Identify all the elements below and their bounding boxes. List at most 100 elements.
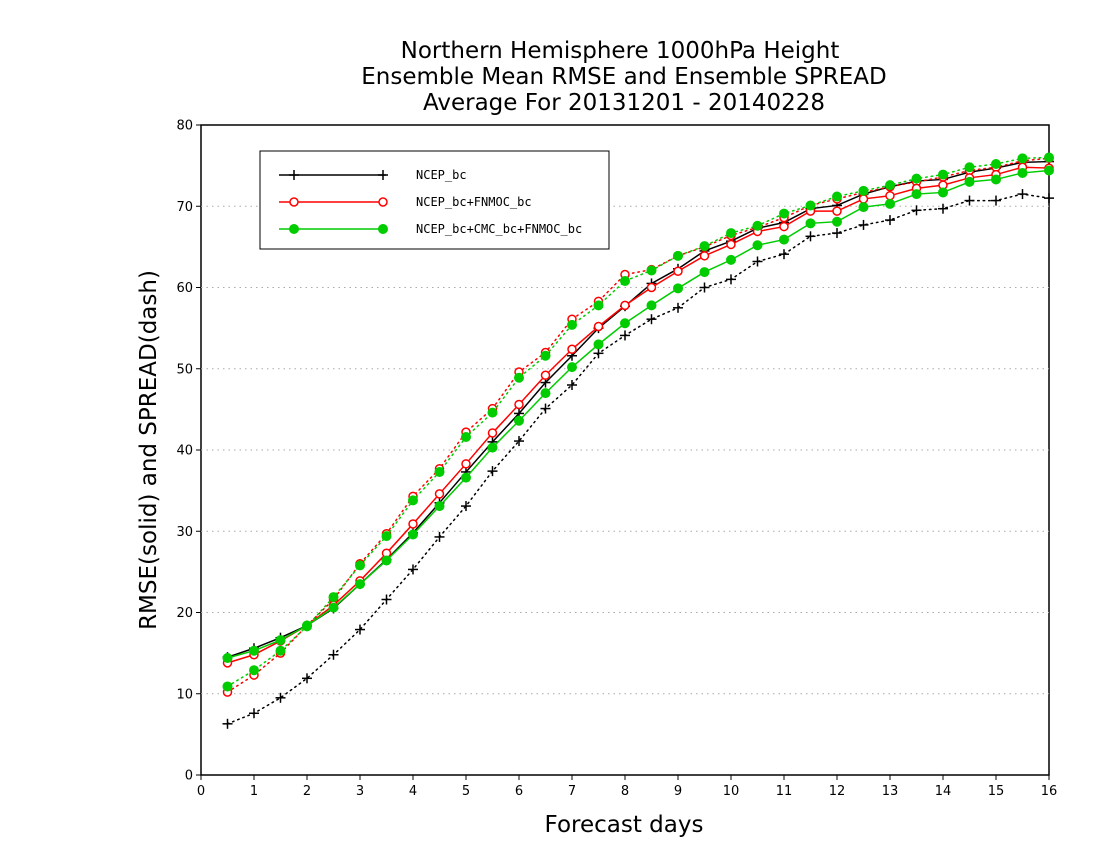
spread-point bbox=[434, 531, 445, 542]
rmse-point bbox=[328, 602, 339, 613]
legend-item: NCEP_bc bbox=[279, 168, 467, 182]
title-line-1: Northern Hemisphere 1000hPa Height bbox=[401, 38, 840, 64]
x-axis-label: Forecast days bbox=[545, 812, 704, 838]
y-tick-label: 10 bbox=[176, 687, 193, 702]
spread-line bbox=[226, 157, 1050, 693]
spread-point bbox=[938, 203, 948, 214]
spread-line bbox=[226, 156, 1050, 688]
rmse-point bbox=[461, 459, 471, 469]
spread-point bbox=[779, 249, 789, 260]
y-tick-label: 0 bbox=[185, 769, 193, 784]
spread-point bbox=[911, 173, 922, 184]
rmse-point bbox=[646, 282, 657, 293]
spread-point bbox=[408, 564, 418, 575]
title-line-3: Average For 20131201 - 20140228 bbox=[423, 90, 825, 116]
spread-point bbox=[620, 330, 630, 341]
rmse-point bbox=[434, 501, 445, 512]
spread-point bbox=[699, 282, 710, 293]
x-tick-label: 13 bbox=[882, 784, 899, 799]
rmse-point bbox=[858, 194, 869, 204]
x-tick-label: 0 bbox=[197, 784, 205, 799]
legend-label: NCEP_bc+CMC_bc+FNMOC_bc bbox=[416, 222, 582, 236]
rmse-point bbox=[699, 267, 710, 278]
rmse-point bbox=[646, 300, 657, 311]
rmse-point bbox=[752, 240, 763, 251]
y-tick-label: 30 bbox=[176, 525, 193, 540]
spread-point bbox=[249, 708, 259, 719]
spread-point bbox=[885, 180, 895, 191]
spread-point bbox=[567, 319, 577, 330]
rmse-point bbox=[487, 442, 498, 453]
x-tick-label: 14 bbox=[935, 784, 952, 799]
spread-point bbox=[540, 350, 551, 361]
spread-point bbox=[381, 531, 392, 542]
legend-marker bbox=[378, 197, 388, 207]
spread-point bbox=[1044, 193, 1054, 204]
x-tick-label: 10 bbox=[723, 784, 740, 799]
x-tick-label: 16 bbox=[1041, 784, 1058, 799]
rmse-point bbox=[487, 428, 498, 438]
rmse-point bbox=[911, 189, 922, 200]
rmse-point bbox=[699, 251, 710, 261]
x-tick-label: 15 bbox=[988, 784, 1005, 799]
rmse-point bbox=[858, 202, 869, 213]
title-line-2: Ensemble Mean RMSE and Ensemble SPREAD bbox=[361, 64, 886, 90]
x-tick-label: 4 bbox=[409, 784, 417, 799]
spread-point bbox=[328, 649, 339, 660]
spread-point bbox=[461, 432, 471, 442]
spread-point bbox=[726, 274, 736, 285]
spread-point bbox=[991, 195, 1001, 206]
spread-point bbox=[540, 403, 551, 414]
spread-point bbox=[249, 665, 259, 676]
rmse-point bbox=[726, 254, 736, 265]
rmse-point bbox=[1017, 167, 1028, 178]
spread-point bbox=[434, 466, 445, 477]
x-axis: 0 1 2 3 4 5 6 7 8 9 10 11 12 13 14 15 16 bbox=[197, 775, 1057, 799]
spread-point bbox=[832, 228, 842, 239]
spread-point bbox=[355, 624, 365, 635]
spread-point bbox=[832, 191, 842, 202]
spread-point bbox=[302, 673, 312, 684]
rmse-point bbox=[514, 399, 524, 410]
spread-point bbox=[487, 407, 498, 418]
spread-point bbox=[646, 265, 657, 276]
spread-point bbox=[1017, 189, 1028, 200]
spread-point bbox=[222, 718, 233, 729]
spread-point bbox=[408, 495, 418, 506]
rmse-point bbox=[275, 635, 286, 646]
spread-point bbox=[1044, 152, 1054, 163]
spread-point bbox=[275, 692, 286, 703]
x-tick-label: 3 bbox=[356, 784, 364, 799]
legend-marker bbox=[378, 224, 388, 234]
legend-item: NCEP_bc+FNMOC_bc bbox=[279, 195, 532, 209]
spread-point bbox=[328, 592, 339, 603]
spread-point bbox=[514, 372, 524, 383]
rmse-point bbox=[885, 190, 895, 201]
legend-label: NCEP_bc+FNMOC_bc bbox=[416, 195, 532, 209]
rmse-point bbox=[302, 620, 312, 631]
series-layer bbox=[222, 152, 1054, 729]
spread-point bbox=[381, 594, 392, 605]
x-tick-label: 6 bbox=[515, 784, 523, 799]
spread-point bbox=[938, 169, 948, 180]
spread-point bbox=[726, 228, 736, 239]
spread-point bbox=[593, 300, 604, 311]
rmse-point bbox=[779, 234, 789, 245]
spread-point bbox=[699, 241, 710, 252]
spread-point bbox=[567, 380, 577, 390]
spread-point bbox=[805, 200, 816, 211]
rmse-point bbox=[832, 206, 842, 216]
rmse-point bbox=[620, 300, 630, 311]
spread-point bbox=[673, 302, 683, 313]
rmse-point bbox=[779, 221, 789, 232]
x-tick-label: 5 bbox=[462, 784, 470, 799]
rmse-point bbox=[673, 266, 683, 276]
spread-point bbox=[885, 215, 895, 226]
y-tick-label: 80 bbox=[176, 119, 193, 134]
series-ncep-bc-cmc-bc-fnmoc-bc bbox=[222, 152, 1054, 692]
rmse-point bbox=[567, 344, 577, 354]
legend-marker bbox=[289, 197, 299, 207]
legend-marker bbox=[289, 224, 299, 234]
x-tick-label: 1 bbox=[250, 784, 258, 799]
rmse-point bbox=[381, 555, 392, 566]
